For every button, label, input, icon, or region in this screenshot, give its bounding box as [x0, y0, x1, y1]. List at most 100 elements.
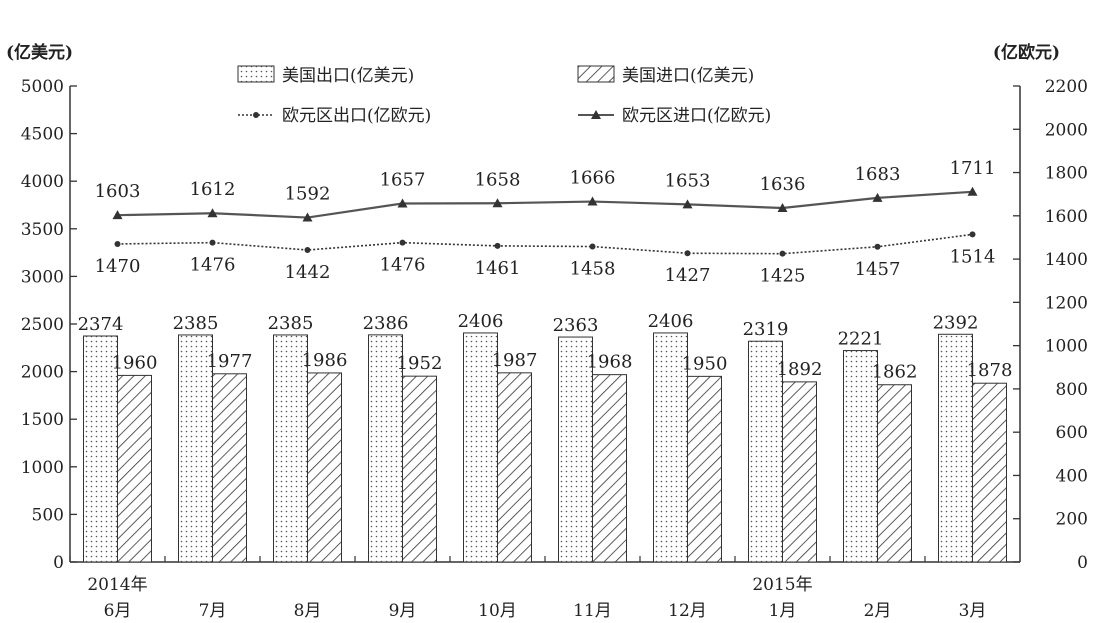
right-tick-label: 400 — [1056, 466, 1088, 486]
data-label-us-export: 2385 — [173, 313, 219, 334]
marker-ez-import — [682, 199, 693, 209]
data-label-us-export: 2386 — [363, 313, 409, 334]
marker-ez-export — [114, 240, 121, 247]
bar-us-export — [748, 340, 783, 563]
data-label-us-import: 1950 — [682, 353, 728, 374]
right-tick-label: 1000 — [1045, 337, 1088, 357]
data-label-us-import: 1977 — [207, 351, 253, 372]
right-tick-label: 2200 — [1045, 77, 1088, 97]
data-label-ez-import: 1657 — [380, 169, 426, 190]
x-tick-label: 10月 — [478, 601, 517, 621]
marker-ez-export — [494, 242, 501, 249]
left-tick-label: 500 — [32, 505, 64, 525]
legend-label-ez-import: 欧元区进口(亿欧元) — [622, 106, 771, 126]
legend-label-us-export: 美国出口(亿美元) — [282, 66, 414, 86]
left-tick-label: 4000 — [21, 172, 64, 192]
bar-us-import — [307, 372, 342, 563]
bar-us-export — [653, 332, 688, 563]
marker-ez-export — [684, 250, 691, 257]
right-tick-label: 1200 — [1045, 293, 1088, 313]
marker-ez-import — [872, 192, 883, 202]
marker-ez-export — [589, 243, 596, 250]
bar-us-export — [368, 334, 403, 563]
left-tick-label: 0 — [53, 553, 64, 573]
bar-us-export — [938, 333, 973, 563]
data-label-us-import: 1952 — [397, 353, 443, 374]
bar-us-import — [402, 375, 437, 563]
data-label-us-export: 2319 — [743, 319, 789, 340]
data-label-ez-export: 1476 — [380, 255, 426, 276]
line-ez-import — [117, 190, 973, 219]
legend-marker-ez-import — [591, 110, 601, 119]
bar-us-import — [117, 374, 152, 563]
marker-ez-import — [587, 196, 598, 206]
legend-swatch-us-export — [237, 65, 275, 83]
marker-ez-import — [207, 208, 218, 218]
right-tick-label: 200 — [1056, 510, 1088, 530]
data-label-ez-import: 1603 — [95, 181, 141, 202]
bar-us-import — [877, 384, 912, 563]
marker-ez-export — [304, 247, 311, 254]
bar-us-import — [592, 374, 627, 563]
x-tick-label: 11月 — [573, 601, 612, 621]
marker-ez-import — [112, 210, 123, 220]
data-label-ez-import: 1658 — [475, 169, 521, 190]
data-label-us-import: 1862 — [872, 362, 918, 383]
bar-us-import — [782, 381, 817, 563]
legend-label-ez-export: 欧元区出口(亿欧元) — [282, 106, 431, 126]
bar-us-import — [687, 375, 722, 563]
x-tick-year: 2015年 — [752, 575, 812, 595]
x-tick-year: 2014年 — [87, 575, 147, 595]
bar-us-export — [463, 332, 498, 563]
right-axis-unit: (亿欧元) — [993, 42, 1060, 63]
left-tick-label: 1500 — [21, 410, 64, 430]
data-label-ez-import: 1711 — [950, 158, 996, 179]
x-tick-label: 7月 — [199, 601, 227, 621]
bar-us-export — [273, 334, 308, 563]
right-tick-label: 1800 — [1045, 164, 1088, 184]
data-label-ez-import: 1592 — [285, 184, 331, 205]
marker-ez-import — [397, 198, 408, 208]
left-tick-label: 3000 — [21, 267, 64, 287]
data-label-us-export: 2392 — [933, 312, 979, 333]
data-label-ez-import: 1683 — [855, 164, 901, 185]
right-tick-label: 1400 — [1045, 250, 1088, 270]
data-label-ez-export: 1470 — [95, 256, 141, 277]
data-label-ez-export: 1476 — [190, 255, 236, 276]
marker-ez-export — [779, 250, 786, 257]
data-label-us-export: 2374 — [78, 314, 124, 335]
data-label-us-import: 1960 — [112, 352, 158, 373]
bar-us-import — [212, 373, 247, 563]
marker-ez-import — [967, 186, 978, 196]
bar-us-export — [843, 350, 878, 563]
bar-us-export — [558, 336, 593, 563]
left-tick-label: 2500 — [21, 315, 64, 335]
x-tick-label: 3月 — [959, 601, 987, 621]
data-label-ez-export: 1461 — [475, 258, 521, 279]
left-tick-label: 3500 — [21, 220, 64, 240]
left-tick-label: 2000 — [21, 363, 64, 383]
data-label-us-import: 1878 — [967, 360, 1013, 381]
data-label-ez-export: 1442 — [285, 262, 331, 283]
left-axis-unit: (亿美元) — [6, 42, 73, 63]
data-label-us-import: 1892 — [777, 359, 823, 380]
marker-ez-export — [969, 231, 976, 238]
bar-us-import — [497, 372, 532, 563]
bar-us-import — [972, 382, 1007, 563]
x-tick-label: 12月 — [668, 601, 707, 621]
data-label-us-export: 2385 — [268, 313, 314, 334]
legend: 美国出口(亿美元) 美国进口(亿美元) 欧元区出口(亿欧元) 欧元区进口(亿欧元… — [237, 65, 771, 126]
left-axis-ticks: 0 500 1000 1500 2000 2500 3000 3500 4000 4500 5000 — [21, 77, 77, 573]
data-label-us-import: 1968 — [587, 352, 633, 373]
data-label-us-export: 2221 — [838, 329, 884, 350]
marker-ez-export — [399, 239, 406, 246]
x-tick-label: 9月 — [389, 601, 417, 621]
marker-ez-import — [302, 212, 313, 222]
data-label-ez-export: 1457 — [855, 259, 901, 280]
data-label-ez-export: 1425 — [760, 266, 806, 287]
data-label-ez-export: 1458 — [570, 259, 616, 280]
x-tick-label: 8月 — [294, 601, 322, 621]
marker-ez-export — [874, 243, 881, 250]
data-label-ez-import: 1612 — [190, 179, 236, 200]
right-axis-ticks: 0 200 400 600 800 1000 1200 1400 1600 1800 2000 220… — [1013, 77, 1088, 573]
